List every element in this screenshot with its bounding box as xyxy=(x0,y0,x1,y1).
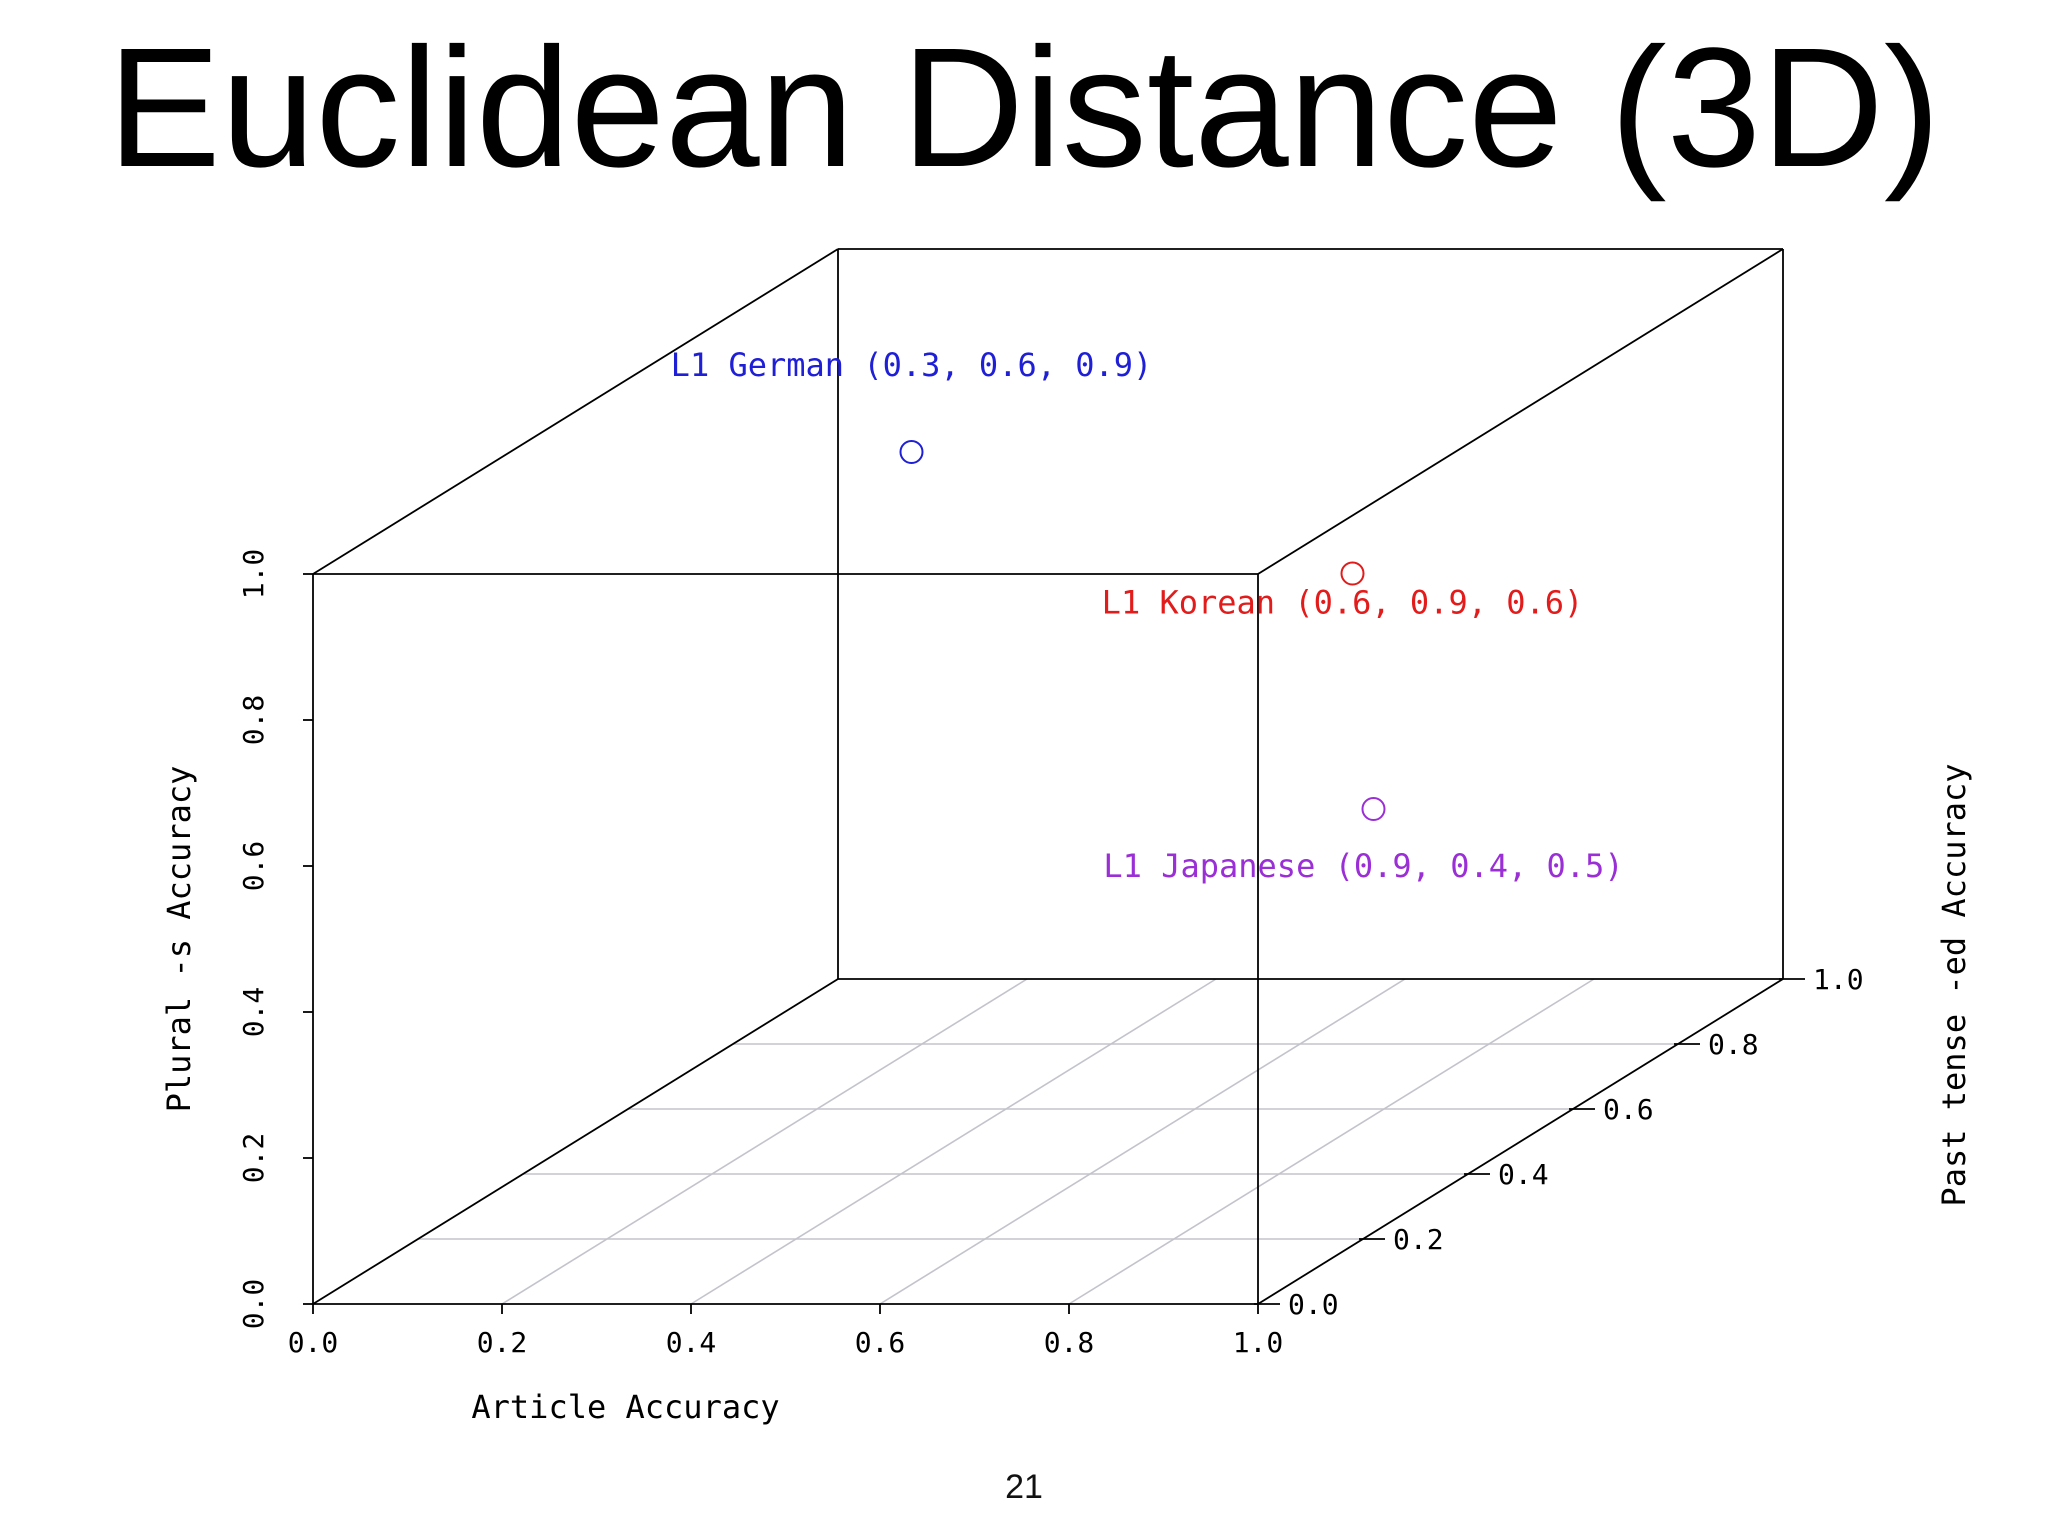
data-point-label: L1 German (0.3, 0.6, 0.9) xyxy=(671,346,1153,384)
axis-ticks: 0.0 0.2 0.4 0.6 0.8 1.00.00.20.40.60.81.00.00… xyxy=(237,549,1864,1359)
grid-line-x xyxy=(1068,978,1595,1305)
data-point-label: L1 Japanese (0.9, 0.4, 0.5) xyxy=(1103,847,1623,885)
x-tick-label: 0.2 xyxy=(477,1326,528,1359)
y-tick-label: 0.8 xyxy=(1708,1028,1759,1061)
box-edge xyxy=(1257,978,1784,1305)
data-point-marker xyxy=(899,440,924,464)
z-axis-label: Plural -s Accuracy xyxy=(160,766,198,1113)
x-axis-label: Article Accuracy xyxy=(471,1388,779,1426)
x-tick-label: 0.4 xyxy=(666,1326,717,1359)
floor-grid xyxy=(418,978,1678,1305)
y-tick-label: 0.0 xyxy=(1288,1288,1339,1321)
box-edge xyxy=(312,978,839,1305)
y-tick-label: 0.4 xyxy=(1498,1158,1549,1191)
page-number: 21 xyxy=(1005,1468,1043,1506)
grid-line-x xyxy=(690,978,1217,1305)
data-points: L1 German (0.3, 0.6, 0.9) L1 Korean (0.6,… xyxy=(671,346,1624,885)
y-tick-label: 0.2 xyxy=(1393,1223,1444,1256)
z-tick-label: 0.2 xyxy=(237,1133,270,1184)
x-tick-label: 0.6 xyxy=(855,1326,906,1359)
z-tick-label: 0.6 xyxy=(237,841,270,892)
grid-line-x xyxy=(501,978,1028,1305)
slide-title: Euclidean Distance (3D) xyxy=(107,13,1941,203)
data-point-marker xyxy=(1340,561,1365,586)
x-tick-label: 0.0 xyxy=(288,1326,339,1359)
y-tick-label: 1.0 xyxy=(1813,963,1864,996)
y-axis-label: Past tense -ed Accuracy xyxy=(1935,763,1973,1206)
x-tick-label: 0.8 xyxy=(1044,1326,1095,1359)
x-tick-label: 1.0 xyxy=(1233,1326,1284,1359)
box-edge xyxy=(312,248,839,575)
z-tick-label: 0.0 xyxy=(237,1279,270,1330)
grid-line-x xyxy=(879,978,1406,1305)
z-tick-label: 0.8 xyxy=(237,695,270,746)
data-point-label: L1 Korean (0.6, 0.9, 0.6) xyxy=(1102,584,1584,622)
plot-box xyxy=(312,248,1784,1305)
z-tick-label: 0.4 xyxy=(237,987,270,1038)
z-tick-label: 1.0 xyxy=(237,549,270,600)
data-point-marker xyxy=(1361,797,1386,821)
y-tick-label: 0.6 xyxy=(1603,1093,1654,1126)
box-edge xyxy=(1257,248,1784,575)
